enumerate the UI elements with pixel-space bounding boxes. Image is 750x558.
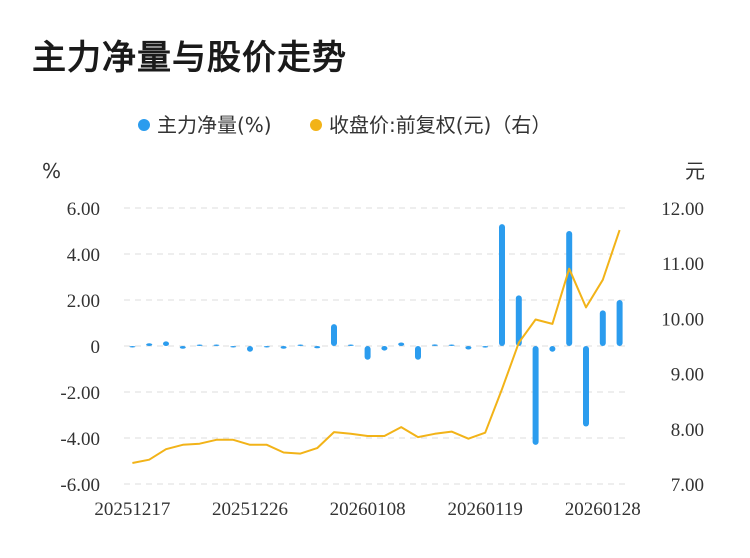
right-tick-label: 8.00 [671,420,704,441]
bar [616,300,623,346]
legend: 主力净量(%) 收盘价:前复权(元)（右） [138,113,551,137]
left-tick-label: -2.00 [60,383,100,404]
bar [599,310,606,346]
right-tick-label: 9.00 [671,365,704,386]
left-tick-label: 4.00 [67,245,100,266]
bar [263,346,270,348]
bar [129,346,136,348]
bar [297,344,304,346]
bar [179,346,186,349]
bar [515,295,522,346]
left-tick-label: -6.00 [60,475,100,496]
bar [347,344,354,346]
close-price-line [132,229,621,464]
legend-label-net-volume: 主力净量(%) [157,113,272,137]
bar [499,224,505,346]
x-tick-label: 20260108 [330,499,406,520]
right-tick-label: 11.00 [662,254,704,275]
x-tick-label: 20260119 [448,499,523,520]
bar [196,344,203,346]
legend-marker-close-price [310,119,322,131]
bar [146,343,153,346]
bar [213,344,220,346]
bar [583,346,589,427]
legend-label-close-price: 收盘价:前复权(元)（右） [329,113,551,137]
right-axis-ticks: 12.00 11.00 10.00 9.00 8.00 7.00 [661,199,704,496]
bar [331,324,337,346]
bar [398,342,405,346]
bar [549,346,556,352]
x-axis-ticks: 20251217 20251226 20260108 20260119 20260128 [94,499,640,520]
bar [532,346,539,445]
bar [566,231,573,346]
right-tick-label: 12.00 [661,199,704,220]
x-tick-label: 20260128 [565,499,641,520]
chart-title: 主力净量与股价走势 [32,38,347,78]
right-tick-label: 10.00 [661,309,704,330]
bar [448,344,455,346]
grid-lines [124,207,628,485]
bar [482,346,489,348]
bar [415,346,421,360]
line-series [132,229,621,464]
bar [230,346,237,348]
x-tick-label: 20251217 [94,499,170,520]
bar [247,346,253,352]
bar [364,346,371,360]
bar-series [129,224,623,445]
right-axis-unit: 元 [685,159,705,183]
bar [280,346,287,349]
left-tick-label: 6.00 [67,199,100,220]
left-axis-ticks: 6.00 4.00 2.00 0 -2.00 -4.00 -6.00 [60,199,100,496]
right-tick-label: 7.00 [671,475,704,496]
x-tick-label: 20251226 [212,499,288,520]
legend-marker-net-volume [138,119,150,131]
bar [381,346,388,351]
bar [314,346,321,349]
bar [163,341,169,346]
left-tick-label: 0 [91,337,101,358]
left-tick-label: -4.00 [60,429,100,450]
bar [465,346,472,350]
bar [431,344,438,346]
left-axis-unit: % [42,159,61,183]
left-tick-label: 2.00 [67,291,100,312]
